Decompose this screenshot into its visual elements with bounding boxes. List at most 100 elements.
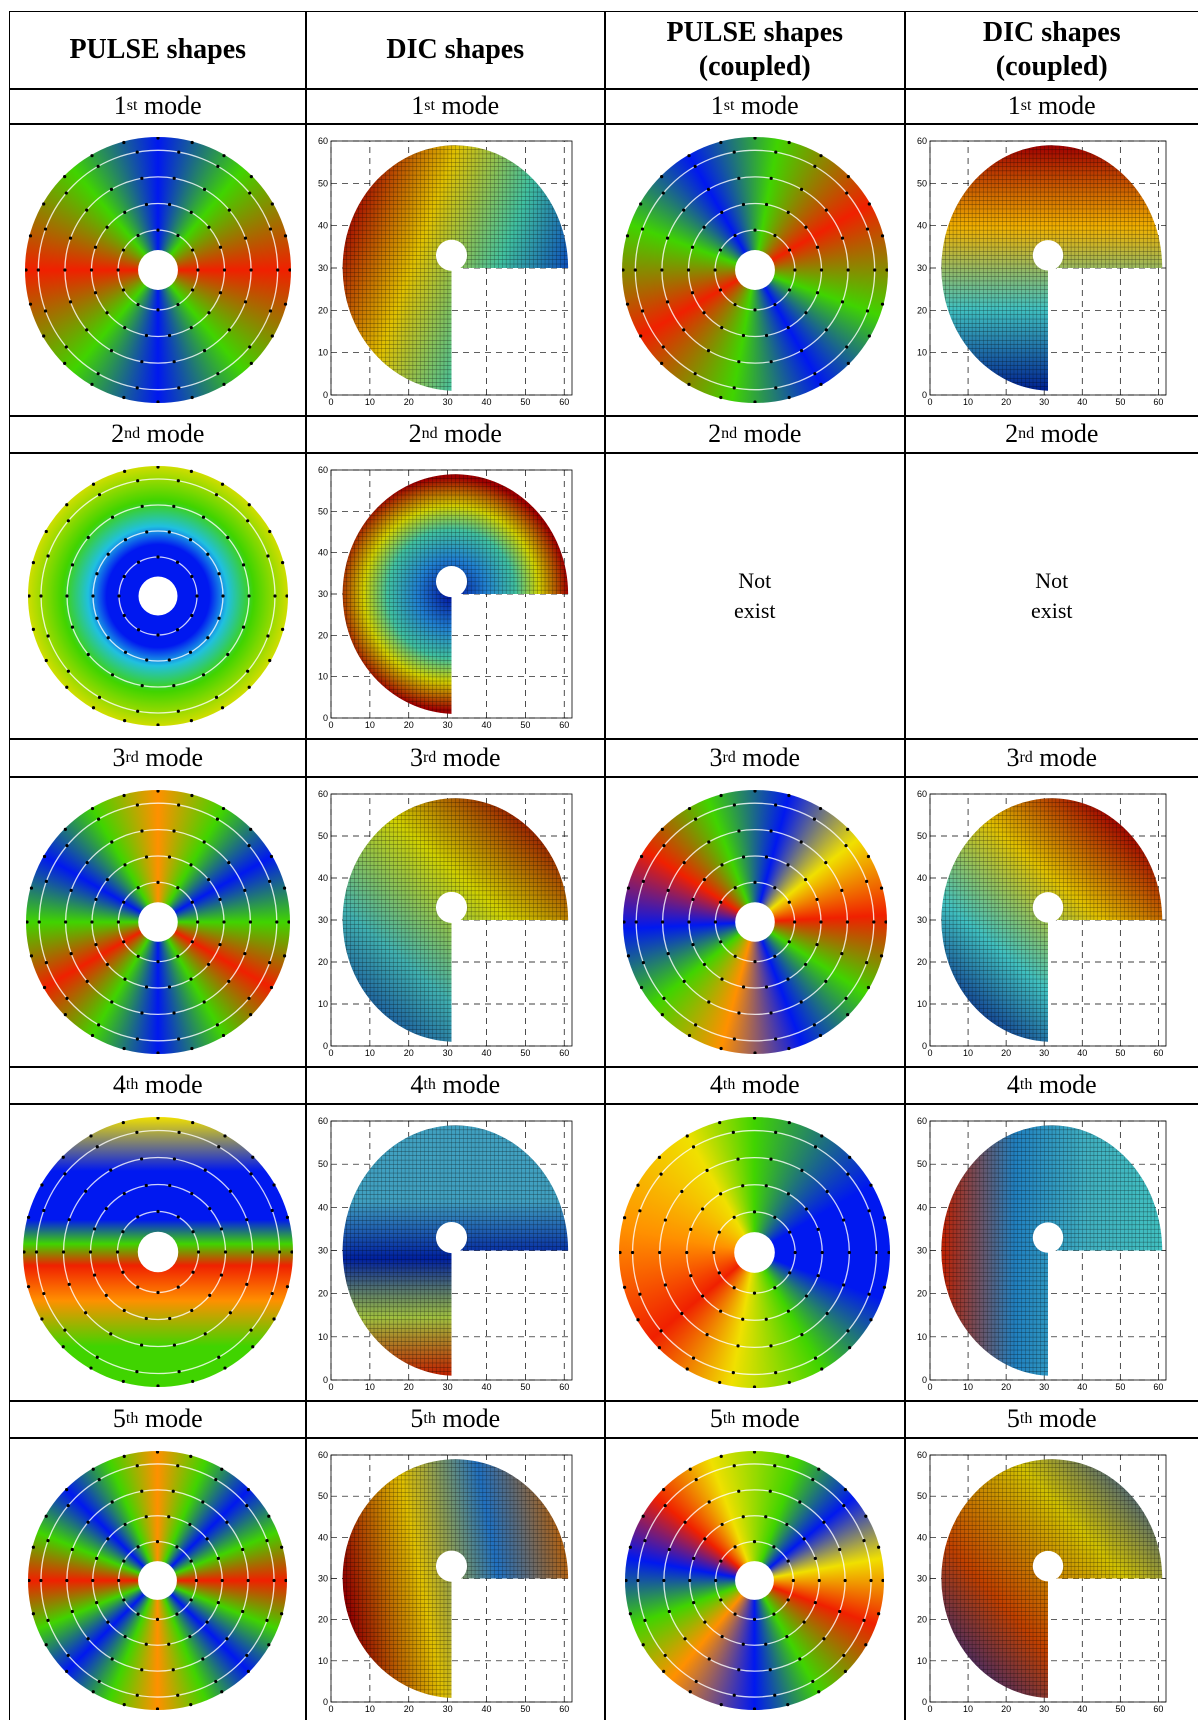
node <box>640 227 644 231</box>
node <box>242 951 247 955</box>
shape-cell: 0 0 10 10 20 20 30 30 40 40 50 50 60 60 <box>904 123 1198 417</box>
node <box>282 954 286 958</box>
node <box>144 202 148 206</box>
node <box>121 1380 125 1384</box>
node <box>86 535 90 539</box>
x-tick-label: 50 <box>520 397 530 407</box>
node <box>69 888 73 892</box>
x-tick-label: 60 <box>559 1048 569 1058</box>
node <box>820 1134 824 1138</box>
y-tick-label: 40 <box>917 1202 927 1212</box>
node <box>222 268 226 272</box>
node <box>701 1207 705 1211</box>
node <box>883 1285 887 1289</box>
node <box>787 1309 791 1313</box>
node <box>108 1168 113 1173</box>
x-tick-label: 0 <box>328 720 333 730</box>
node <box>269 985 273 989</box>
node <box>272 1578 276 1582</box>
mode-word: mode <box>1039 742 1098 772</box>
node <box>28 1578 31 1582</box>
shape-cell <box>9 776 307 1068</box>
node <box>243 299 247 304</box>
node <box>122 1598 126 1602</box>
node <box>201 1657 205 1661</box>
node <box>688 1578 692 1582</box>
node <box>741 1642 746 1646</box>
node <box>737 1011 741 1015</box>
pulse-overlay <box>28 1450 288 1710</box>
node <box>121 248 125 252</box>
shape-cell: 0 0 10 10 20 20 30 30 40 40 50 50 60 60 <box>305 1103 606 1402</box>
node <box>202 1000 206 1004</box>
pulse-overlay <box>621 136 888 403</box>
node <box>702 225 706 229</box>
node <box>176 1037 180 1041</box>
x-tick-label: 60 <box>559 1382 569 1392</box>
node <box>245 1503 249 1507</box>
node <box>799 348 803 352</box>
x-tick-label: 50 <box>1115 397 1125 407</box>
node <box>201 1500 205 1504</box>
node <box>846 361 850 365</box>
y-tick-label: 50 <box>917 1159 927 1169</box>
node <box>167 1184 172 1188</box>
node <box>121 900 126 904</box>
node <box>96 1023 100 1027</box>
node <box>135 709 140 713</box>
node <box>865 309 869 313</box>
node <box>61 1345 65 1349</box>
y-tick-label: 0 <box>922 1697 927 1707</box>
node <box>207 310 211 315</box>
node <box>109 348 113 352</box>
node <box>241 1547 245 1551</box>
node <box>787 1120 792 1124</box>
node <box>65 1578 69 1582</box>
node <box>219 1273 223 1277</box>
node <box>135 1285 140 1289</box>
node <box>176 1285 180 1289</box>
node <box>249 268 253 272</box>
x-tick-label: 0 <box>328 1704 333 1714</box>
header-text: PULSE shapes (coupled) <box>666 17 844 83</box>
mesh-overlay <box>941 798 1162 1042</box>
pulse-overlay <box>22 1117 293 1388</box>
y-tick-label: 20 <box>318 1288 328 1298</box>
node <box>787 248 791 252</box>
y-tick-label: 60 <box>318 136 328 146</box>
node <box>91 705 95 710</box>
node <box>733 1545 737 1549</box>
x-tick-label: 30 <box>1039 1048 1049 1058</box>
y-tick-label: 60 <box>917 1116 927 1126</box>
node <box>274 920 279 924</box>
node <box>156 1539 160 1543</box>
node <box>136 233 140 237</box>
node <box>117 1578 121 1582</box>
node <box>247 345 252 349</box>
node <box>43 227 47 231</box>
node <box>839 888 844 892</box>
node <box>90 153 94 158</box>
header-cell: PULSE shapes (coupled) <box>604 11 906 90</box>
node <box>643 1538 647 1542</box>
node <box>840 299 844 304</box>
node <box>846 174 850 179</box>
node <box>189 1454 193 1458</box>
node <box>812 1023 816 1027</box>
node <box>139 1157 143 1161</box>
node <box>641 1514 646 1518</box>
node <box>167 1514 171 1519</box>
center-hole <box>137 1232 178 1273</box>
mode-ordinal: 5 <box>709 1404 723 1434</box>
node <box>880 302 884 306</box>
node <box>639 854 643 858</box>
y-tick-label: 0 <box>323 1697 328 1707</box>
x-tick-label: 40 <box>481 1048 491 1058</box>
node <box>681 327 686 332</box>
node <box>26 1285 30 1289</box>
node <box>109 1000 114 1004</box>
y-tick-label: 0 <box>922 1041 927 1051</box>
y-tick-label: 0 <box>922 1375 927 1385</box>
